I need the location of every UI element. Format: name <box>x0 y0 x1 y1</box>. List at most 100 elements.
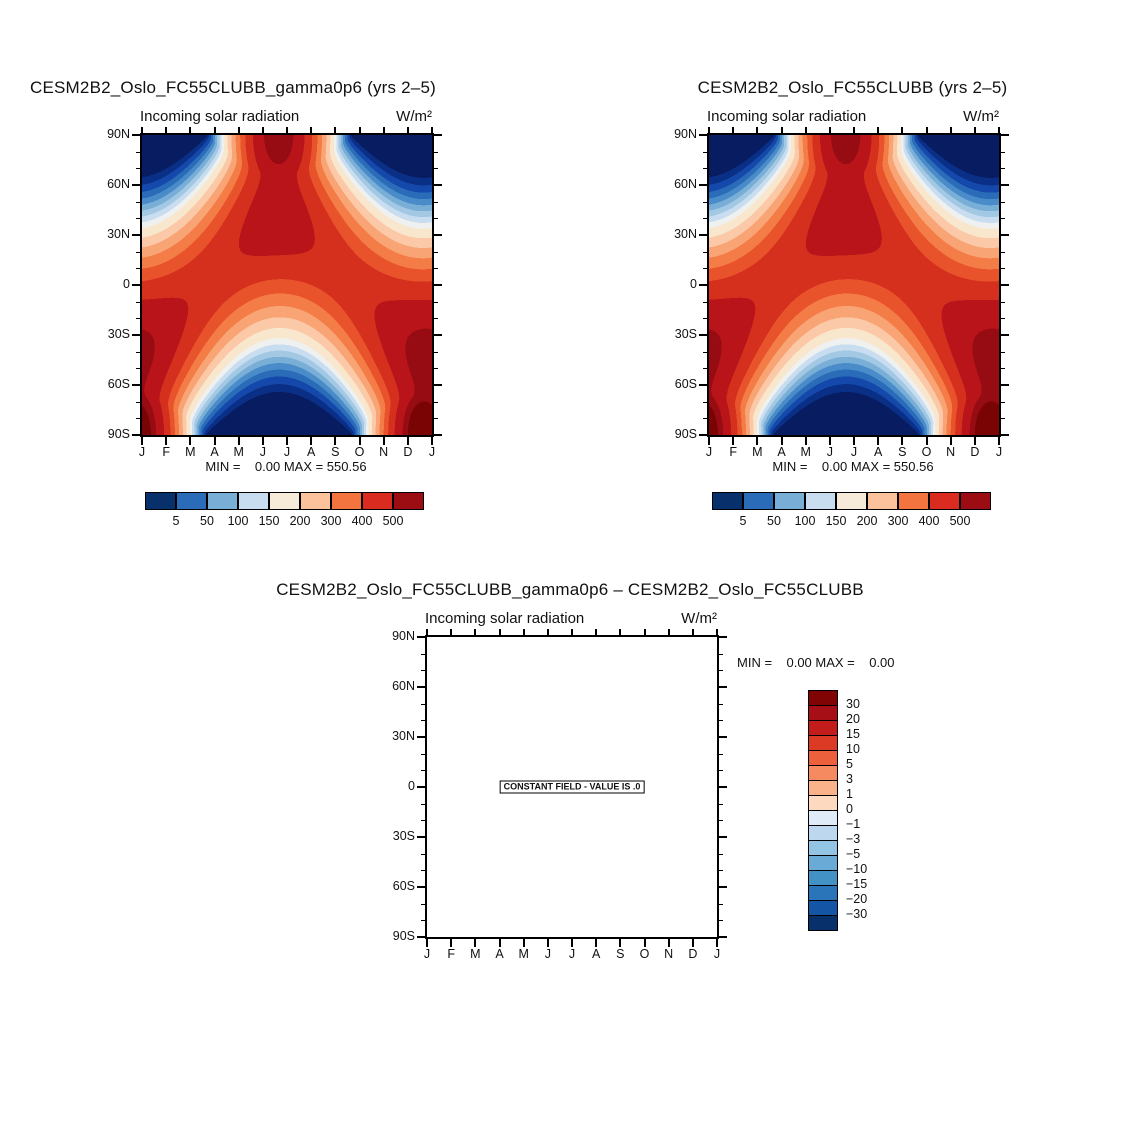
x-major-tick <box>828 437 831 445</box>
x-tick-label: N <box>379 445 389 459</box>
colorbar-tick-label: −10 <box>846 862 868 876</box>
x-major-tick <box>732 127 735 133</box>
x-major-tick <box>571 629 573 635</box>
panel3-colorbar: 30 20 15 10 5 3 1 0 −1 −3 −5 −10 −15 −20 −30 <box>808 690 867 931</box>
x-tick-label: J <box>713 947 721 961</box>
colorbar-cell <box>238 492 269 510</box>
x-tick-label: O <box>639 947 650 961</box>
y-tick-label: 90N <box>107 127 130 141</box>
panel3-title: CESM2B2_Oslo_FC55CLUBB_gamma0p6 – CESM2B… <box>276 580 864 599</box>
colorbar-tick-label: 400 <box>351 514 373 528</box>
y-tick-label: 90N <box>392 629 415 643</box>
colorbar-tick-label: 300 <box>320 514 342 528</box>
y-minor-tick <box>703 418 707 420</box>
y-tick-label: 30N <box>674 227 697 241</box>
y-minor-tick <box>136 418 140 420</box>
x-major-tick <box>595 629 598 635</box>
colorbar-cell <box>808 810 838 826</box>
y-minor-tick <box>136 368 140 370</box>
x-major-tick <box>406 437 409 445</box>
y-minor-tick <box>421 903 425 905</box>
y-minor-tick <box>719 870 723 872</box>
colorbar-cell <box>808 750 838 766</box>
x-tick-label: F <box>729 445 737 459</box>
x-major-tick <box>310 437 313 445</box>
y-major-tick <box>699 134 707 136</box>
y-major-tick <box>132 334 140 336</box>
y-minor-tick <box>136 151 140 153</box>
x-tick-label: N <box>664 947 674 961</box>
colorbar-tick-label: 1 <box>846 787 853 801</box>
colorbar-tick-label: 5 <box>846 757 853 771</box>
pan2-units-label: W/m² <box>963 108 999 125</box>
colorbar-cell <box>808 870 838 886</box>
x-tick-label: S <box>898 445 907 459</box>
colorbar-cell <box>712 492 743 510</box>
x-major-tick <box>334 127 337 133</box>
colorbar-tick-label: 3 <box>846 772 853 786</box>
y-tick-label: 60S <box>107 377 130 391</box>
x-tick-label: J <box>705 445 713 459</box>
x-major-tick <box>474 939 477 947</box>
constant-field-label: CONSTANT FIELD - VALUE IS .0 <box>499 780 645 794</box>
y-minor-tick <box>434 401 438 403</box>
colorbar-cell <box>867 492 898 510</box>
y-tick-label: 0 <box>408 779 415 793</box>
y-major-tick <box>434 184 442 186</box>
y-minor-tick <box>703 201 707 203</box>
panel1-colorbar: 5 50 100 150 200 300 400 500 <box>145 492 424 528</box>
y-major-tick <box>417 686 425 688</box>
colorbar-cell <box>269 492 300 510</box>
y-major-tick <box>719 936 727 938</box>
colorbar-cell <box>774 492 805 510</box>
x-major-tick <box>877 437 880 445</box>
y-major-tick <box>434 134 442 136</box>
x-major-tick <box>261 127 264 133</box>
colorbar-tick-label: 50 <box>200 514 214 528</box>
y-major-tick <box>719 836 727 838</box>
y-major-tick <box>132 184 140 186</box>
x-tick-label: M <box>518 947 529 961</box>
y-minor-tick <box>1001 318 1005 320</box>
y-minor-tick <box>1001 251 1005 253</box>
y-tick-label: 0 <box>690 277 697 291</box>
colorbar-tick-label: −1 <box>846 817 861 831</box>
y-minor-tick <box>1001 351 1005 353</box>
x-tick-label: M <box>185 445 196 459</box>
x-major-tick <box>780 127 783 133</box>
x-major-tick <box>853 437 855 445</box>
y-major-tick <box>1001 384 1009 386</box>
colorbar-tick-label: 150 <box>825 514 847 528</box>
x-major-tick <box>708 437 710 445</box>
x-major-tick <box>426 629 428 635</box>
colorbar-tick-label: 50 <box>767 514 781 528</box>
x-major-tick <box>261 437 264 445</box>
x-major-tick <box>286 127 288 133</box>
colorbar-cell <box>805 492 836 510</box>
y-minor-tick <box>434 201 438 203</box>
x-major-tick <box>853 127 855 133</box>
x-major-tick <box>141 127 143 133</box>
x-major-tick <box>286 437 288 445</box>
y-minor-tick <box>703 268 707 270</box>
y-major-tick <box>1001 184 1009 186</box>
panel2-contour-canvas <box>709 135 999 435</box>
colorbar-cell <box>808 735 838 751</box>
y-tick-label: 60N <box>674 177 697 191</box>
colorbar-cell <box>207 492 238 510</box>
x-major-tick <box>382 127 385 133</box>
y-minor-tick <box>703 218 707 220</box>
colorbar-cell <box>808 915 838 931</box>
x-major-tick <box>828 127 831 133</box>
y-major-tick <box>719 786 727 788</box>
colorbar-tick-label: −5 <box>846 847 861 861</box>
y-tick-label: 30S <box>674 327 697 341</box>
y-minor-tick <box>136 218 140 220</box>
panel1-subtitle: Incoming solar radiation W/m² <box>140 108 432 125</box>
x-major-tick <box>901 127 904 133</box>
y-tick-label: 90N <box>674 127 697 141</box>
colorbar-tick-label: 30 <box>846 697 860 711</box>
x-major-tick <box>165 127 168 133</box>
y-minor-tick <box>1001 268 1005 270</box>
colorbar-cell <box>331 492 362 510</box>
